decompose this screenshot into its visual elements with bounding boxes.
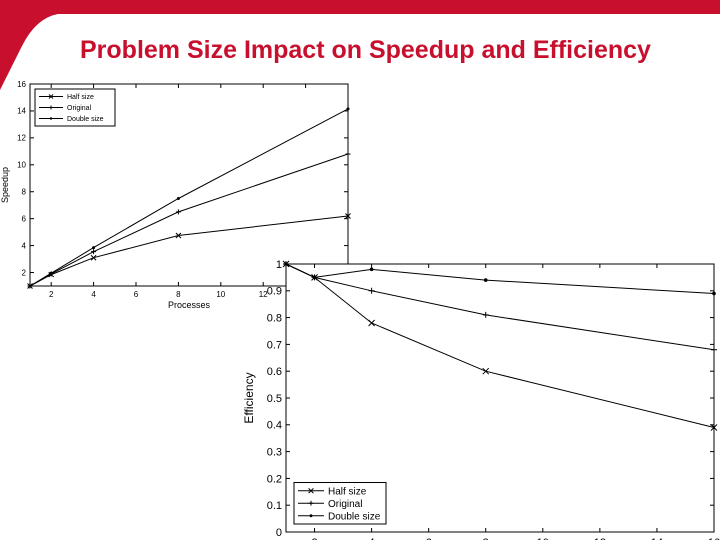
- x-tick-label: 10: [216, 290, 225, 299]
- y-axis-label: Speedup: [0, 167, 10, 203]
- x-tick-label: 2: [311, 537, 317, 540]
- y-tick-label: 4: [22, 241, 27, 250]
- x-tick-label: 6: [426, 537, 432, 540]
- y-tick-label: 16: [17, 80, 26, 89]
- data-point: [91, 249, 97, 255]
- legend-marker: [308, 487, 314, 494]
- x-tick-label: 16: [708, 537, 720, 540]
- legend-label: Original: [67, 105, 92, 112]
- data-point: [49, 271, 53, 275]
- legend-label: Half size: [328, 486, 367, 497]
- legend-marker: [48, 94, 54, 99]
- y-tick-label: 0.9: [267, 286, 282, 298]
- y-tick-label: 0.3: [267, 446, 282, 458]
- efficiency-chart: 2 4 6 8 10 12 14 16 0 0.1 0.2 0.3 0.4 0.5 0.6 0.7 0.8 0.9…: [242, 259, 720, 540]
- y-tick-label: 8: [22, 188, 27, 197]
- y-tick-label: 0.2: [267, 473, 282, 485]
- data-point: [176, 196, 180, 200]
- x-tick-label: 14: [651, 537, 663, 540]
- data-point: [368, 287, 375, 294]
- data-point: [482, 311, 489, 318]
- data-point: [284, 262, 288, 266]
- data-point: [368, 319, 375, 327]
- legend-label: Double size: [67, 116, 104, 123]
- speedup-chart: 246810121416246810121416SpeedupProcesses…: [0, 80, 353, 310]
- data-point: [711, 346, 717, 353]
- data-point: [369, 267, 374, 272]
- legend-label: Original: [328, 499, 362, 510]
- data-point: [482, 367, 490, 375]
- data-point: [92, 246, 96, 250]
- y-tick-label: 0.8: [267, 312, 282, 324]
- legend-marker: [309, 514, 313, 518]
- y-tick-label: 10: [17, 161, 26, 170]
- legend-label: Double size: [328, 511, 381, 522]
- x-tick-label: 8: [483, 537, 489, 540]
- legend-label: Half size: [67, 94, 94, 101]
- data-point: [483, 278, 488, 282]
- x-tick-label: 4: [91, 290, 96, 299]
- x-tick-label: 2: [49, 290, 54, 299]
- data-point: [175, 209, 181, 215]
- x-tick-label: 10: [537, 537, 549, 540]
- y-tick-label: 12: [17, 134, 26, 143]
- data-point: [345, 151, 351, 157]
- data-point: [712, 291, 716, 296]
- data-point: [710, 424, 718, 431]
- y-tick-label: 0.1: [267, 500, 282, 512]
- legend-marker: [49, 105, 53, 110]
- data-point: [312, 275, 317, 280]
- slide-title: Problem Size Impact on Speedup and Effic…: [80, 36, 651, 64]
- x-tick-label: 4: [369, 537, 375, 540]
- y-tick-label: 0.6: [267, 366, 282, 378]
- y-tick-label: 0.7: [267, 339, 282, 351]
- y-tick-label: 0: [276, 527, 282, 539]
- x-tick-label: 12: [259, 290, 268, 299]
- y-tick-label: 2: [22, 268, 27, 277]
- y-tick-label: 0.4: [267, 420, 282, 432]
- y-tick-label: 0.5: [267, 393, 282, 405]
- legend-marker: [49, 117, 53, 120]
- y-tick-label: 6: [22, 214, 27, 223]
- legend-marker: [308, 500, 314, 506]
- data-point: [90, 254, 97, 261]
- x-tick-label: 8: [176, 290, 181, 299]
- data-point: [28, 284, 32, 288]
- y-tick-label: 14: [17, 107, 26, 116]
- x-axis-label: Processes: [168, 300, 211, 310]
- data-point: [175, 232, 182, 239]
- data-point: [345, 213, 351, 219]
- title-banner: [0, 0, 720, 90]
- x-tick-label: 12: [594, 537, 606, 540]
- x-tick-label: 6: [134, 290, 139, 299]
- data-point: [346, 107, 350, 111]
- y-tick-label: 1: [276, 259, 282, 271]
- banner-swoosh: [0, 0, 720, 90]
- y-axis-label: Efficiency: [242, 372, 256, 423]
